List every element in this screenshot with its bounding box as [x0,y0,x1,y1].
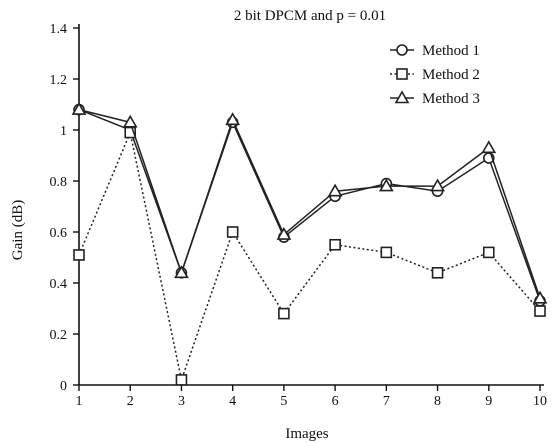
legend-marker-triangle [394,90,410,104]
legend-label: Method 1 [422,43,480,59]
legend-marker-square [396,68,408,80]
chart-title: 2 bit DPCM and p = 0.01 [234,8,386,24]
x-tick-label: 7 [383,394,390,409]
y-tick-label: 1.2 [50,73,68,88]
x-tick-label: 10 [533,394,547,409]
legend-item: Method 2 [390,67,480,83]
data-point-triangle [225,112,241,126]
data-point-triangle [378,178,394,192]
y-tick-label: 0.6 [50,226,68,241]
data-point-square [380,246,393,259]
data-point-square [431,266,444,279]
x-tick-label: 8 [434,394,441,409]
y-axis-label: Gain (dB) [10,200,26,260]
data-point-square [278,307,290,320]
x-tick-label: 4 [229,394,236,409]
series-line-1 [78,108,541,302]
data-point-triangle [122,114,138,128]
x-tick-label: 1 [76,394,83,409]
y-tick-label: 0.2 [50,328,68,343]
x-tick-label: 9 [485,394,492,409]
legend-label: Method 3 [422,91,480,107]
x-axis-label: Images [285,426,328,442]
x-tick-label: 2 [127,394,134,409]
data-point-triangle [481,140,497,154]
series-line-3 [78,108,541,299]
data-point-triangle [327,183,343,197]
series-2 [73,126,546,386]
series-group [71,101,548,386]
x-tick-label: 3 [178,394,185,409]
legend-label: Method 2 [422,67,480,83]
data-point-triangle [532,290,548,304]
axes [78,24,544,386]
data-point-triangle [174,265,189,279]
data-point-square [534,305,546,317]
legend-item: Method 3 [390,90,480,107]
x-tick-label: 6 [332,394,339,409]
data-point-square [482,246,495,259]
legend-marker-circle [396,44,408,56]
series-line-2 [78,130,541,383]
data-point-square [175,374,188,386]
data-point-triangle [276,226,292,240]
x-tick-label: 5 [280,394,287,409]
data-point-triangle [71,101,87,115]
y-tick-label: 1.4 [50,22,68,37]
y-tick-label: 0.4 [50,277,68,292]
y-tick-label: 0.8 [50,175,68,190]
legend: Method 1 Method 2 Method 3 [390,43,480,107]
legend-item: Method 1 [390,43,480,59]
axis-ticks: 0 0.2 0.4 0.6 0.8 1 1.2 1.4 1 2 3 4 5 6 7 8 9 10 [50,22,548,409]
data-point-triangle [430,178,445,192]
y-tick-label: 0 [60,379,67,394]
series-3 [71,101,548,304]
data-point-square [73,249,85,261]
data-point-square [329,238,341,251]
y-tick-label: 1 [60,124,67,139]
data-point-square [226,226,239,238]
series-1 [73,103,546,307]
